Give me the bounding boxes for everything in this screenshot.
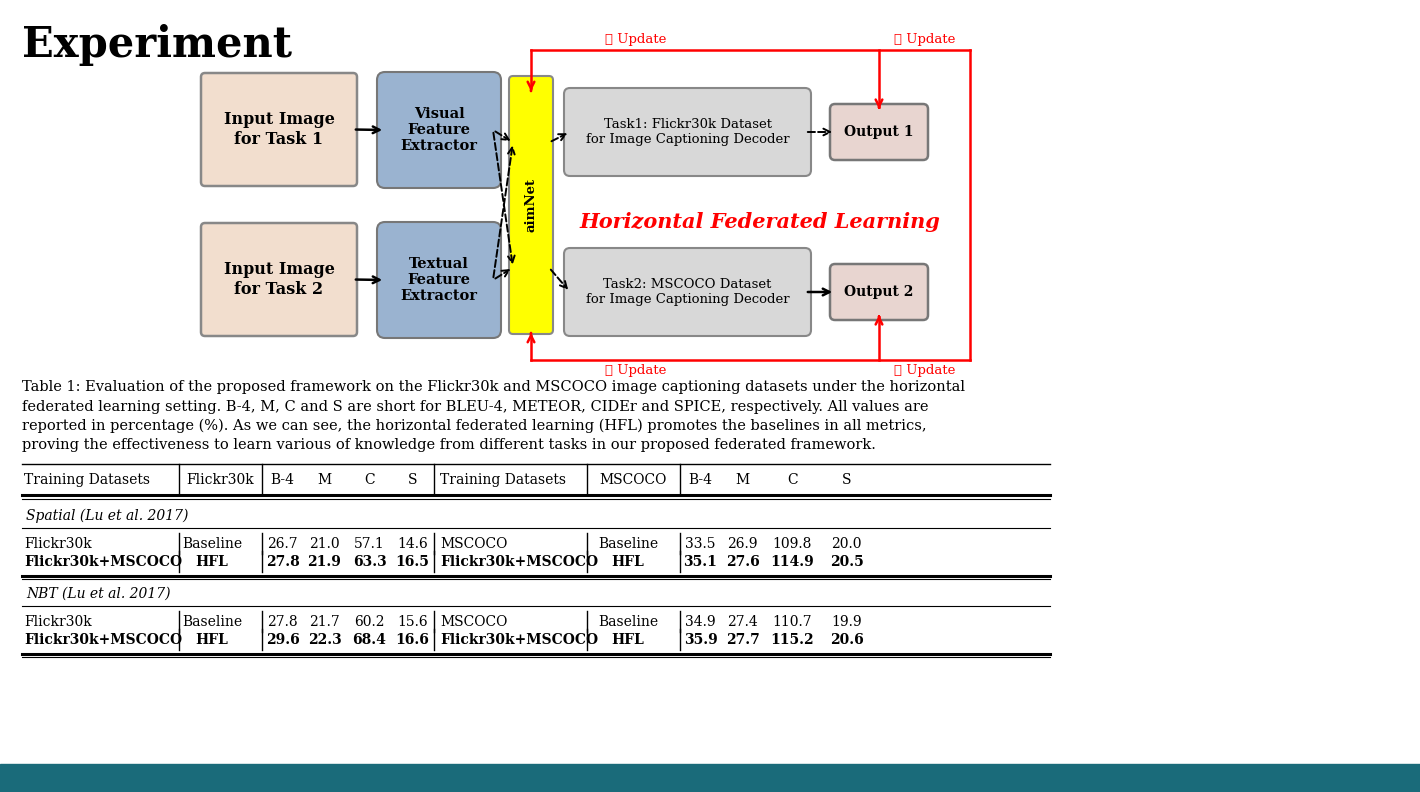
Text: 60.2: 60.2	[354, 615, 385, 629]
Text: 22.3: 22.3	[308, 633, 341, 647]
Text: 57.1: 57.1	[354, 537, 385, 551]
Text: Task1: Flickr30k Dataset
for Image Captioning Decoder: Task1: Flickr30k Dataset for Image Capti…	[585, 118, 790, 146]
Text: HFL: HFL	[196, 555, 229, 569]
Text: Flickr30k+MSCOCO: Flickr30k+MSCOCO	[440, 633, 598, 647]
Text: 68.4: 68.4	[352, 633, 386, 647]
Text: 16.6: 16.6	[396, 633, 429, 647]
Text: Output 1: Output 1	[845, 125, 913, 139]
Text: 15.6: 15.6	[398, 615, 427, 629]
Text: reported in percentage (%). As we can see, the horizontal federated learning (HF: reported in percentage (%). As we can se…	[21, 419, 927, 433]
Text: 114.9: 114.9	[771, 555, 815, 569]
Text: Textual
Feature
Extractor: Textual Feature Extractor	[400, 257, 477, 303]
Text: Baseline: Baseline	[182, 615, 241, 629]
Text: 27.8: 27.8	[267, 615, 298, 629]
Text: 63.3: 63.3	[352, 555, 386, 569]
Text: C: C	[364, 473, 375, 487]
Text: 29.6: 29.6	[266, 633, 300, 647]
Text: 16.5: 16.5	[396, 555, 429, 569]
Text: 20.5: 20.5	[829, 555, 863, 569]
Text: B-4: B-4	[270, 473, 294, 487]
Text: Flickr30k+MSCOCO: Flickr30k+MSCOCO	[440, 555, 598, 569]
Text: HFL: HFL	[612, 633, 645, 647]
Text: Experiment: Experiment	[21, 24, 293, 66]
Text: MSCOCO: MSCOCO	[599, 473, 666, 487]
Text: Baseline: Baseline	[598, 537, 657, 551]
Text: Spatial (Lu et al. 2017): Spatial (Lu et al. 2017)	[26, 508, 189, 524]
Text: Task2: MSCOCO Dataset
for Image Captioning Decoder: Task2: MSCOCO Dataset for Image Captioni…	[585, 278, 790, 306]
FancyBboxPatch shape	[376, 72, 501, 188]
FancyBboxPatch shape	[564, 248, 811, 336]
Text: federated learning setting. B-4, M, C and S are short for BLEU-4, METEOR, CIDEr : federated learning setting. B-4, M, C an…	[21, 399, 929, 413]
Text: HFL: HFL	[612, 555, 645, 569]
Text: 115.2: 115.2	[771, 633, 814, 647]
Text: Flickr30k+MSCOCO: Flickr30k+MSCOCO	[24, 555, 182, 569]
Bar	[0, 764, 1420, 792]
Text: 109.8: 109.8	[772, 537, 812, 551]
Text: 20.0: 20.0	[831, 537, 862, 551]
Text: 26.7: 26.7	[267, 537, 298, 551]
Text: MSCOCO: MSCOCO	[440, 537, 507, 551]
Text: aimNet: aimNet	[524, 178, 538, 232]
Text: ① Update: ① Update	[893, 33, 956, 46]
Text: Flickr30k: Flickr30k	[24, 615, 92, 629]
Text: Input Image
for Task 2: Input Image for Task 2	[223, 261, 335, 298]
Text: Training Datasets: Training Datasets	[440, 473, 567, 487]
Text: Horizontal Federated Learning: Horizontal Federated Learning	[579, 212, 940, 232]
Text: 34.9: 34.9	[686, 615, 716, 629]
Text: S: S	[408, 473, 417, 487]
Text: Training Datasets: Training Datasets	[24, 473, 151, 487]
FancyBboxPatch shape	[564, 88, 811, 176]
Text: Output 2: Output 2	[845, 285, 913, 299]
FancyBboxPatch shape	[508, 76, 552, 334]
Text: 26.9: 26.9	[727, 537, 758, 551]
Text: 33.5: 33.5	[686, 537, 716, 551]
FancyBboxPatch shape	[202, 223, 356, 336]
Text: Flickr30k: Flickr30k	[24, 537, 92, 551]
Text: 27.6: 27.6	[726, 555, 760, 569]
Text: B-4: B-4	[689, 473, 713, 487]
Text: 110.7: 110.7	[772, 615, 812, 629]
Text: ④ Update: ④ Update	[605, 364, 666, 377]
Text: M: M	[318, 473, 331, 487]
Text: Table 1: Evaluation of the proposed framework on the Flickr30k and MSCOCO image : Table 1: Evaluation of the proposed fram…	[21, 380, 966, 394]
Text: 21.7: 21.7	[310, 615, 339, 629]
Text: 27.4: 27.4	[727, 615, 758, 629]
Text: NBT (Lu et al. 2017): NBT (Lu et al. 2017)	[26, 587, 170, 601]
Text: M: M	[736, 473, 750, 487]
Text: 21.9: 21.9	[308, 555, 341, 569]
Text: 14.6: 14.6	[398, 537, 427, 551]
Text: Flickr30k+MSCOCO: Flickr30k+MSCOCO	[24, 633, 182, 647]
Text: 27.8: 27.8	[266, 555, 300, 569]
Text: MSCOCO: MSCOCO	[440, 615, 507, 629]
Text: Input Image
for Task 1: Input Image for Task 1	[223, 111, 335, 148]
Text: 35.1: 35.1	[683, 555, 717, 569]
FancyBboxPatch shape	[831, 264, 929, 320]
Text: 21.0: 21.0	[310, 537, 339, 551]
Text: proving the effectiveness to learn various of knowledge from different tasks in : proving the effectiveness to learn vario…	[21, 439, 876, 452]
Text: Baseline: Baseline	[182, 537, 241, 551]
Text: Flickr30k: Flickr30k	[186, 473, 254, 487]
FancyBboxPatch shape	[831, 104, 929, 160]
FancyBboxPatch shape	[202, 73, 356, 186]
Text: HFL: HFL	[196, 633, 229, 647]
FancyBboxPatch shape	[376, 222, 501, 338]
Text: S: S	[842, 473, 851, 487]
Text: 19.9: 19.9	[831, 615, 862, 629]
Text: ② Update: ② Update	[605, 33, 666, 46]
Text: ③ Update: ③ Update	[893, 364, 956, 377]
Text: 27.7: 27.7	[726, 633, 760, 647]
Text: 20.6: 20.6	[829, 633, 863, 647]
Text: 35.9: 35.9	[683, 633, 717, 647]
Text: Baseline: Baseline	[598, 615, 657, 629]
Text: Visual
Feature
Extractor: Visual Feature Extractor	[400, 107, 477, 153]
Text: C: C	[787, 473, 798, 487]
